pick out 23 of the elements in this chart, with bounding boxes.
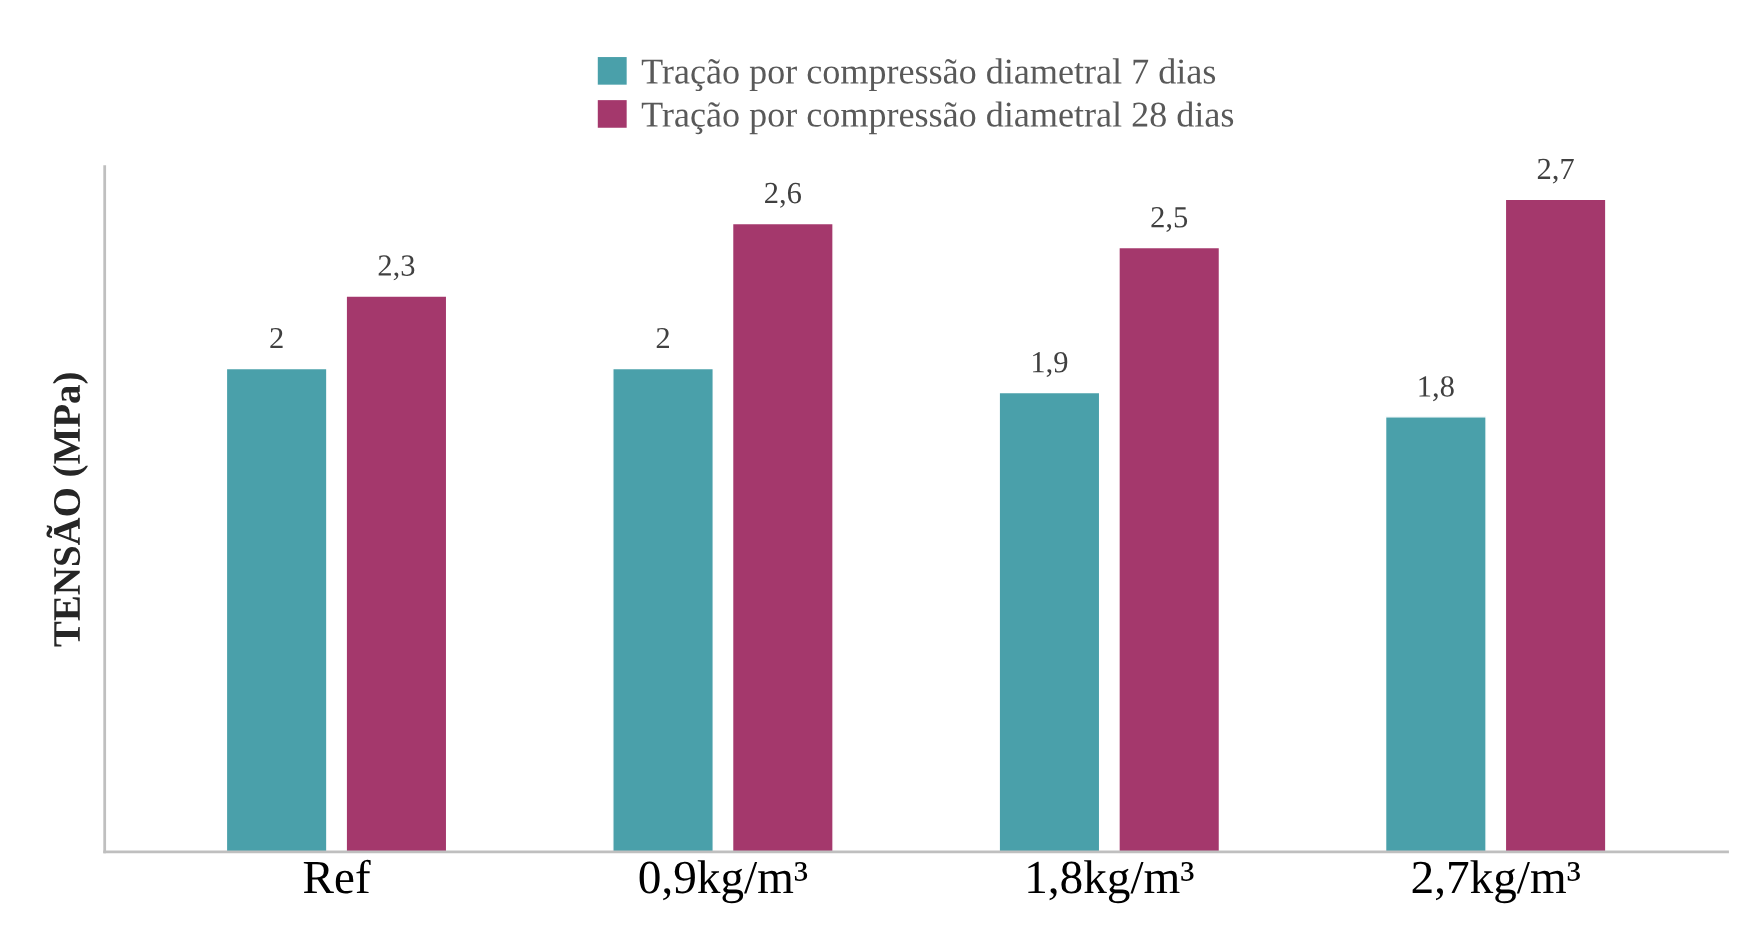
data-label: 2,3 bbox=[378, 255, 415, 281]
data-label: 2 bbox=[656, 327, 669, 349]
data-label: 2,5 bbox=[1151, 207, 1188, 232]
bar bbox=[225, 367, 328, 852]
legend-label: Tração por compressão diametral 28 dias bbox=[641, 101, 1234, 135]
bar bbox=[345, 295, 448, 852]
bar bbox=[612, 367, 714, 852]
data-label: 2 bbox=[270, 327, 283, 349]
y-axis-title: TENSÃO (MPa) bbox=[46, 373, 89, 647]
x-tick-label: 1,8kg/m³ bbox=[1028, 860, 1194, 904]
bar bbox=[998, 391, 1101, 852]
x-tick-label: 2,7kg/m³ bbox=[1412, 860, 1580, 904]
bar bbox=[731, 222, 834, 852]
bar bbox=[1384, 416, 1487, 852]
x-tick-label: 0,9kg/m³ bbox=[639, 860, 808, 904]
data-label: 2,6 bbox=[765, 182, 801, 208]
data-label: 2,7 bbox=[1537, 158, 1574, 184]
bar bbox=[1118, 246, 1221, 852]
bar bbox=[1504, 198, 1607, 852]
data-label: 1,9 bbox=[1033, 352, 1068, 377]
data-label: 1,8 bbox=[1419, 376, 1454, 402]
x-tick-label: Ref bbox=[303, 859, 371, 894]
legend-label: Tração por compressão diametral 7 dias bbox=[641, 58, 1216, 92]
